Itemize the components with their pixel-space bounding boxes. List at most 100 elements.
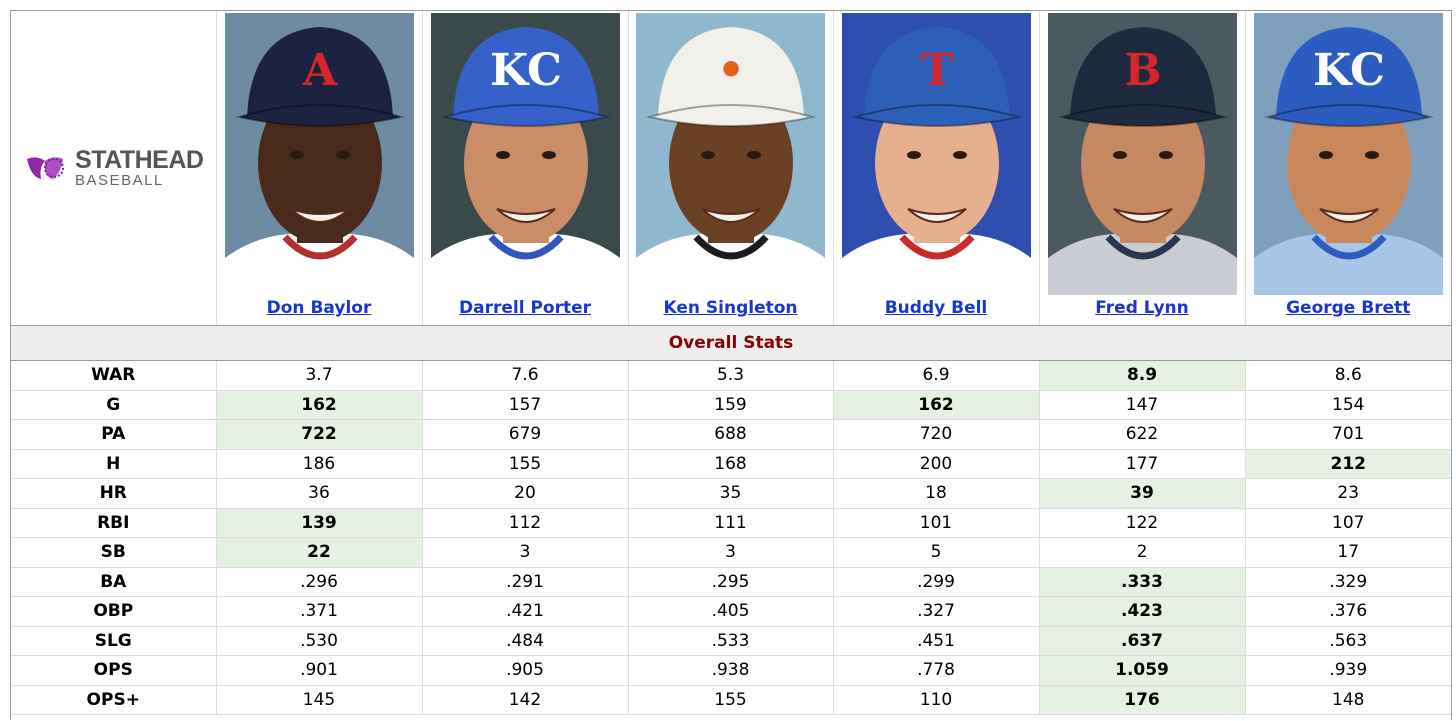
player-headshot[interactable]: KC	[1253, 13, 1443, 295]
stat-value-leader: 162	[832, 389, 1040, 420]
stat-label: OPS+	[11, 684, 217, 715]
player-headshot[interactable]: T	[841, 13, 1031, 295]
stat-value: 35	[627, 478, 834, 509]
player-headshot[interactable]: •	[636, 13, 825, 295]
stat-row: OBP .371.421.405.327.423.376	[11, 596, 1451, 627]
stat-label: HR	[11, 478, 217, 509]
stat-value-leader: .333	[1038, 566, 1246, 597]
stat-value: .938	[627, 655, 834, 686]
player-header-cell: • Ken Singleton	[627, 11, 834, 326]
comparison-frame: STATHEAD BASEBALL A Don Baylor KC Darrell P…	[10, 10, 1452, 720]
stat-row: G 162 157 159 162 147 154	[11, 389, 1451, 420]
stat-value: .939	[1244, 655, 1451, 686]
stat-value: 112	[421, 507, 629, 538]
player-name-link[interactable]: Ken Singleton	[663, 298, 798, 318]
stat-value: 110	[832, 684, 1040, 715]
stat-value: .405	[627, 596, 834, 627]
stat-value: 3.7	[215, 360, 423, 391]
player-name-link[interactable]: Fred Lynn	[1095, 298, 1189, 318]
stat-value-leader: 39	[1038, 478, 1246, 509]
stat-row: SLG .530.484.533.451.637.563	[11, 625, 1451, 656]
stat-row: HR 36 20 35 18 39 23	[11, 478, 1451, 509]
stat-value: 17	[1244, 537, 1451, 568]
stat-value: 148	[1244, 684, 1451, 715]
stat-row: SB 22 3 3 5 2 17	[11, 537, 1451, 568]
stat-value: .371	[215, 596, 423, 627]
stat-row: BA .296.291.295.299.333.329	[11, 566, 1451, 597]
stat-value: 18	[832, 478, 1040, 509]
stat-label: SLG	[11, 625, 217, 656]
stat-value: 3	[421, 537, 629, 568]
stat-value: 8.6	[1244, 360, 1451, 391]
stat-value: 2	[1038, 537, 1246, 568]
stathead-logo[interactable]: STATHEAD BASEBALL	[11, 11, 216, 325]
player-header-cell: T Buddy Bell	[832, 11, 1040, 326]
stat-value: 122	[1038, 507, 1246, 538]
comparison-table: STATHEAD BASEBALL A Don Baylor KC Darrell P…	[11, 11, 1451, 715]
player-name-link[interactable]: Buddy Bell	[884, 298, 988, 318]
stat-value: .901	[215, 655, 423, 686]
stat-value: 186	[215, 448, 423, 479]
player-header-cell: KC Darrell Porter	[421, 11, 629, 326]
player-headshot[interactable]: A	[224, 13, 414, 295]
stat-value-leader: 1.059	[1038, 655, 1246, 686]
stat-value-leader: 722	[215, 419, 423, 450]
player-header-cell: B Fred Lynn	[1038, 11, 1246, 326]
stat-row: RBI 139 112 111 101 122 107	[11, 507, 1451, 538]
stat-value: .421	[421, 596, 629, 627]
svg-text:B: B	[1124, 45, 1161, 96]
stat-label: H	[11, 448, 217, 479]
logo-cell: STATHEAD BASEBALL	[11, 11, 217, 326]
stat-value: 111	[627, 507, 834, 538]
stat-value: 147	[1038, 389, 1246, 420]
stat-row: PA 722 679 688 720 622 701	[11, 419, 1451, 450]
svg-text:T: T	[920, 45, 953, 96]
stat-label: BA	[11, 566, 217, 597]
stat-label: G	[11, 389, 217, 420]
stat-value: 6.9	[832, 360, 1040, 391]
stat-value: .530	[215, 625, 423, 656]
stat-value: 20	[421, 478, 629, 509]
stat-value-leader: 176	[1038, 684, 1246, 715]
stat-value: 159	[627, 389, 834, 420]
stat-value: 157	[421, 389, 629, 420]
player-headshot[interactable]: KC	[430, 13, 620, 295]
stat-value: .327	[832, 596, 1040, 627]
stat-value: 36	[215, 478, 423, 509]
stat-value-leader: 162	[215, 389, 423, 420]
section-title: Overall Stats	[11, 325, 1451, 361]
stat-value-leader: .637	[1038, 625, 1246, 656]
stat-value: .533	[627, 625, 834, 656]
stat-value: 5.3	[627, 360, 834, 391]
stat-value: .329	[1244, 566, 1451, 597]
player-name-link[interactable]: George Brett	[1286, 298, 1411, 318]
stat-value: 101	[832, 507, 1040, 538]
stat-label: RBI	[11, 507, 217, 538]
stat-value: 688	[627, 419, 834, 450]
stat-value: .376	[1244, 596, 1451, 627]
player-headshot[interactable]: B	[1047, 13, 1237, 295]
stat-value: 23	[1244, 478, 1451, 509]
stat-label: PA	[11, 419, 217, 450]
stat-row: OPS .901.905.938.778 1.059.939	[11, 655, 1451, 686]
stat-value-leader: 8.9	[1038, 360, 1246, 391]
svg-text:A: A	[301, 45, 337, 96]
stat-value: 155	[627, 684, 834, 715]
player-name-link[interactable]: Darrell Porter	[458, 298, 591, 318]
stat-value: .296	[215, 566, 423, 597]
stat-value: 3	[627, 537, 834, 568]
stat-value: .291	[421, 566, 629, 597]
player-header-cell: A Don Baylor	[215, 11, 423, 326]
svg-text:•: •	[717, 45, 745, 96]
stat-value-leader: .423	[1038, 596, 1246, 627]
section-header-row: Overall Stats	[11, 325, 1451, 361]
stat-value: 679	[421, 419, 629, 450]
player-name-link[interactable]: Don Baylor	[266, 298, 372, 318]
logo-subtitle: BASEBALL	[75, 172, 164, 189]
stat-value: .778	[832, 655, 1040, 686]
stat-value: 701	[1244, 419, 1451, 450]
stat-value: 142	[421, 684, 629, 715]
stat-value-leader: 22	[215, 537, 423, 568]
svg-text:KC: KC	[489, 45, 561, 96]
stat-value: 145	[215, 684, 423, 715]
